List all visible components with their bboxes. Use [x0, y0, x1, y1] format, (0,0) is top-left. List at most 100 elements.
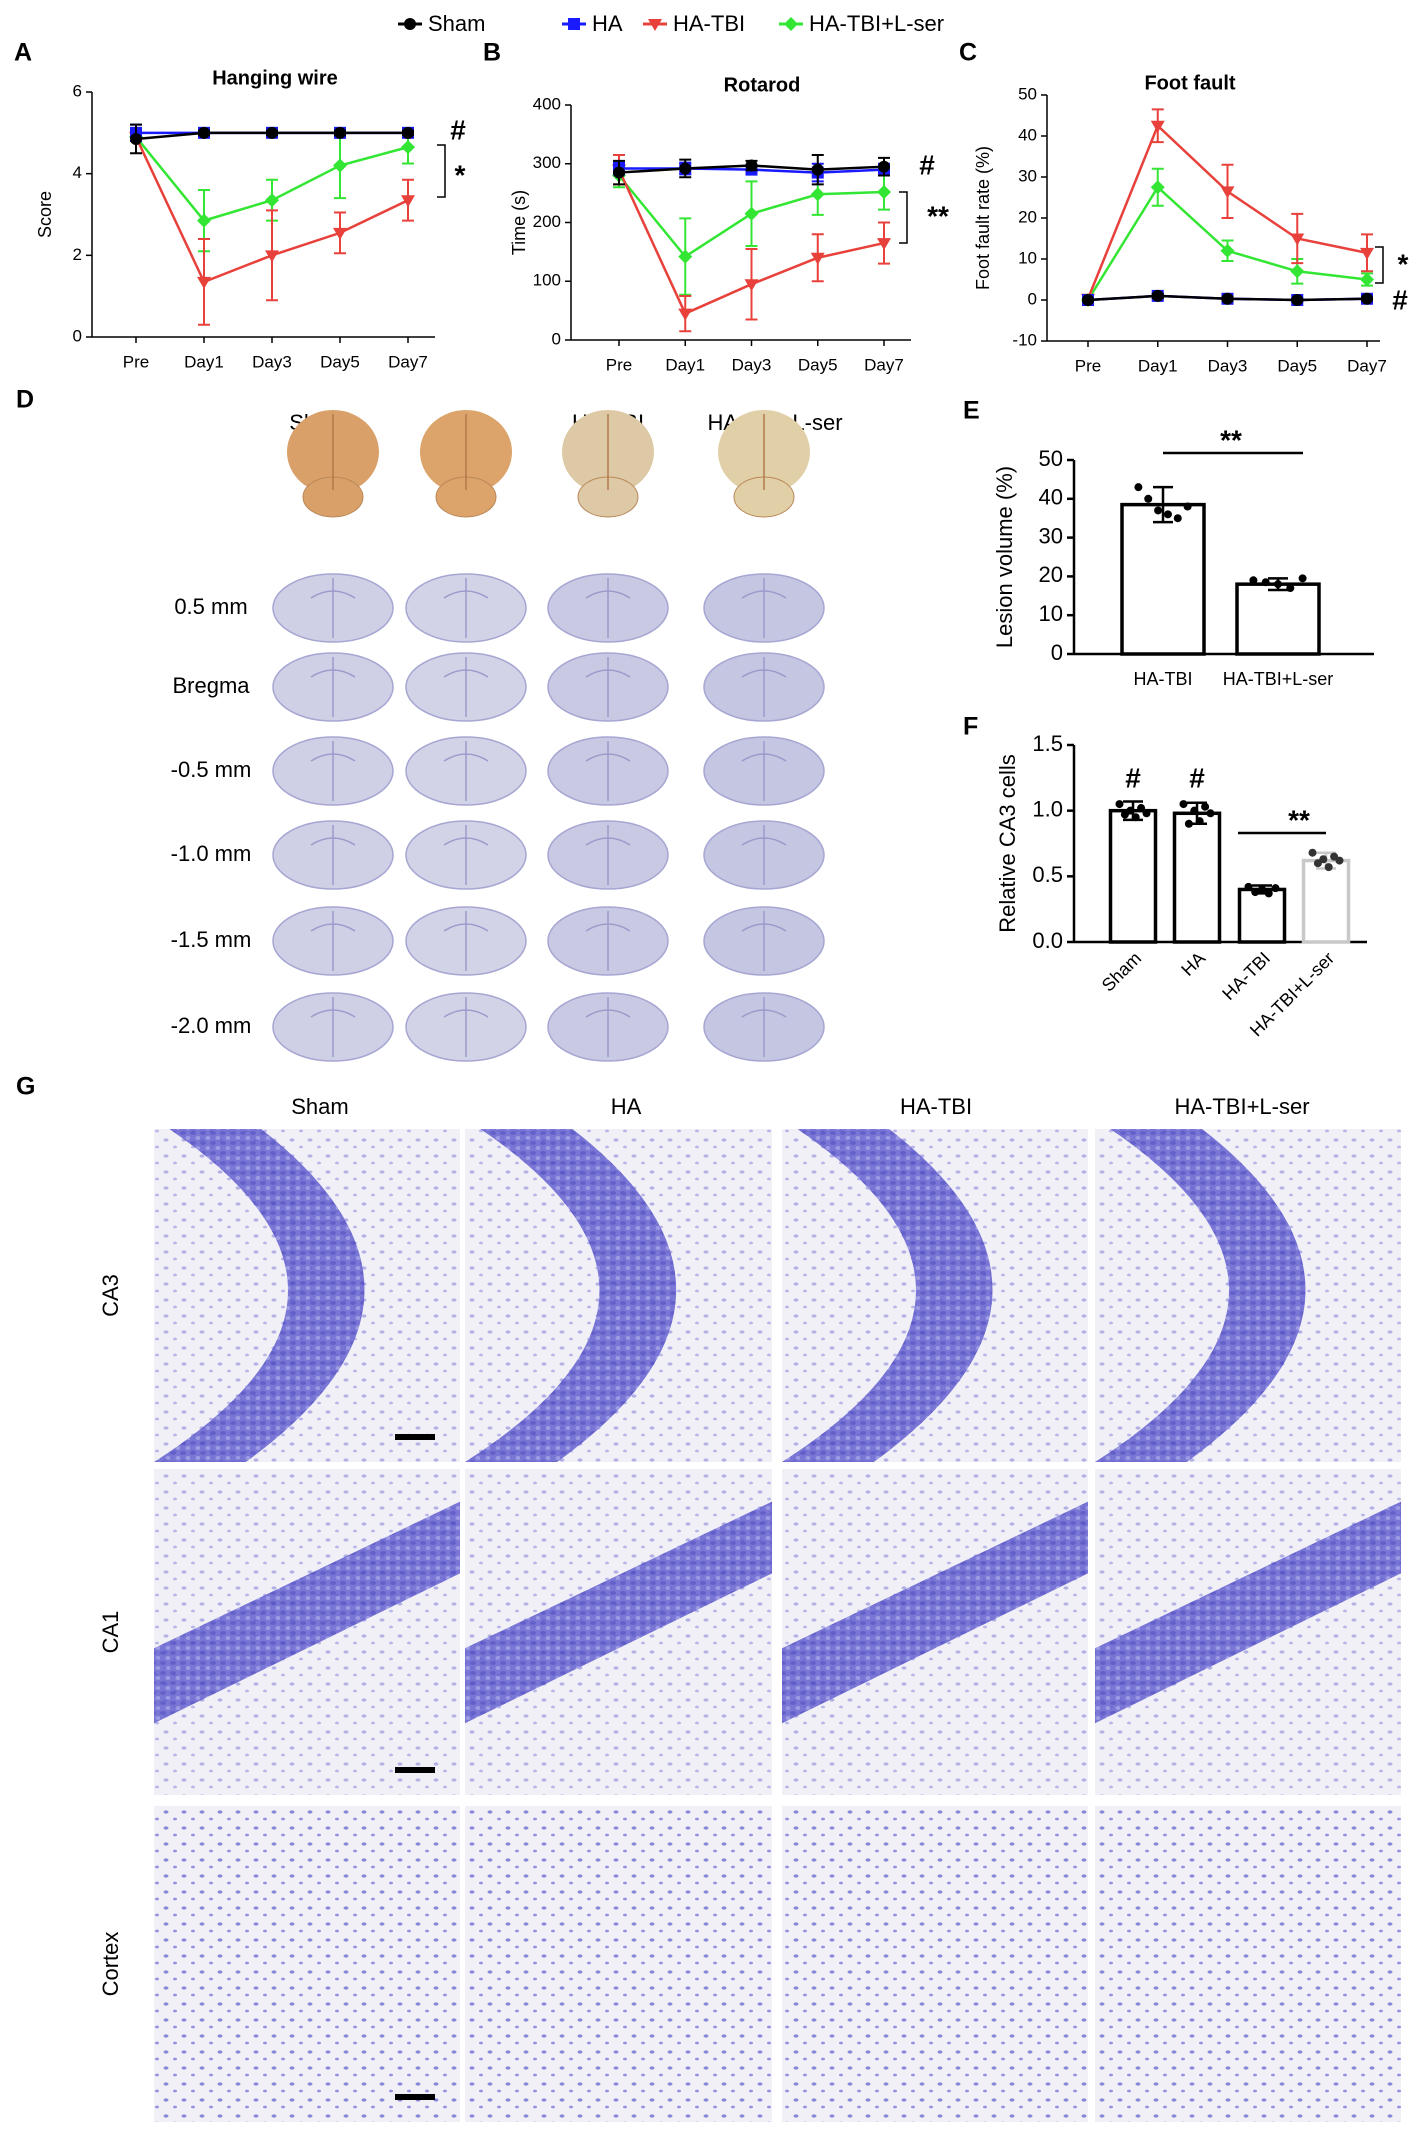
bar [1120, 502, 1206, 656]
panel-letter: F [963, 713, 978, 741]
legend-label: HA-TBI [673, 11, 745, 36]
marker [877, 238, 891, 251]
column-header: HA [611, 1094, 642, 1119]
bar [1237, 887, 1287, 944]
annotation: # [919, 149, 935, 180]
x-tick-label: Day7 [1347, 356, 1387, 375]
chart-title: Foot fault [1144, 72, 1235, 94]
marker [130, 132, 142, 145]
annotation: # [1125, 762, 1141, 793]
x-tick-label: Day7 [864, 355, 904, 374]
brain-slice [741, 657, 787, 717]
marker [1361, 292, 1373, 305]
annotation: ** [927, 200, 949, 231]
x-tick-label: Day7 [388, 352, 428, 371]
marker [744, 279, 759, 292]
brain-slice [443, 741, 489, 801]
marker [333, 227, 347, 240]
annotation: ** [1220, 424, 1242, 455]
data-point [1298, 574, 1307, 583]
data-point [1137, 804, 1146, 813]
data-point [1195, 817, 1204, 826]
bracket [437, 144, 446, 198]
marker [679, 162, 692, 175]
marker [265, 250, 279, 263]
line-chart: A Hanging wire Score 0 2 4 6 Pre Day1 Day3 Day5 Day… [14, 39, 466, 372]
brain-slice [310, 741, 356, 801]
marker [648, 19, 662, 31]
column-header: Sham [291, 1094, 348, 1119]
marker [1291, 294, 1304, 306]
marker [197, 213, 211, 228]
y-axis-label: Score [35, 191, 55, 238]
y-tick-label: 300 [533, 153, 561, 172]
marker [1151, 289, 1164, 302]
panel-letter: B [483, 39, 501, 67]
marker [334, 126, 346, 139]
data-point [1271, 884, 1280, 893]
y-tick-label: 30 [1039, 523, 1063, 548]
marker [1221, 292, 1234, 305]
marker [810, 252, 825, 265]
brain-slice [585, 911, 631, 971]
data-point [1154, 506, 1163, 515]
cell-layer [782, 1129, 993, 1462]
column-header: HA-TBI+L-ser [1174, 1094, 1309, 1119]
data-point [1335, 856, 1344, 865]
marker [401, 140, 415, 155]
bar [1108, 808, 1158, 944]
micrograph [1095, 1806, 1401, 2122]
y-tick-label: 10 [1018, 248, 1037, 267]
x-tick-label: Day3 [252, 352, 292, 371]
marker [745, 159, 758, 172]
cell-layer [465, 1501, 772, 1724]
y-tick-label: 0 [73, 326, 82, 345]
data-point [1249, 576, 1258, 585]
row-label: Bregma [172, 673, 250, 698]
legend-label: Sham [428, 11, 485, 36]
brain-slice [443, 997, 489, 1057]
y-tick-label: 6 [73, 81, 82, 100]
marker [1360, 247, 1374, 260]
y-tick-label: 2 [73, 245, 82, 264]
data-point [1258, 885, 1266, 894]
bar [1235, 582, 1321, 656]
y-tick-label: 40 [1018, 125, 1037, 144]
y-tick-label: 4 [73, 163, 82, 182]
bar-chart: F Relative CA3 cells 0.0 0.5 1.0 1.5 Sham HA HA-… [963, 713, 1367, 1040]
marker [568, 18, 580, 30]
data-point [1144, 494, 1153, 503]
cell-layer [1095, 1501, 1401, 1724]
y-tick-label: 0 [1051, 640, 1063, 665]
brain-slice [585, 741, 631, 801]
y-tick-label: 50 [1039, 446, 1063, 471]
data-point [1115, 800, 1124, 809]
row-label: -0.5 mm [171, 757, 252, 782]
marker [1360, 272, 1374, 287]
y-tick-label: 0 [552, 329, 561, 348]
data-point [1286, 584, 1295, 593]
brain-slice [310, 997, 356, 1057]
brain-slice [741, 825, 787, 885]
marker [1220, 243, 1235, 258]
y-tick-label: 20 [1039, 562, 1063, 587]
legend-label: HA-TBI+L-ser [809, 11, 944, 36]
annotation: * [455, 159, 466, 190]
brain-slice [443, 825, 489, 885]
marker [401, 195, 415, 208]
brain-slice [741, 997, 787, 1057]
data-point [1179, 800, 1188, 809]
marker [1150, 180, 1165, 195]
brain-slice [443, 578, 489, 638]
data-point [1308, 848, 1317, 857]
chart-title: Hanging wire [212, 67, 338, 89]
brain-slice [741, 578, 787, 638]
data-point [1131, 813, 1140, 822]
marker [402, 126, 414, 139]
brain-slice [741, 741, 787, 801]
bar [1301, 858, 1351, 944]
brain-slice [741, 911, 787, 971]
micrograph [154, 1806, 460, 2122]
